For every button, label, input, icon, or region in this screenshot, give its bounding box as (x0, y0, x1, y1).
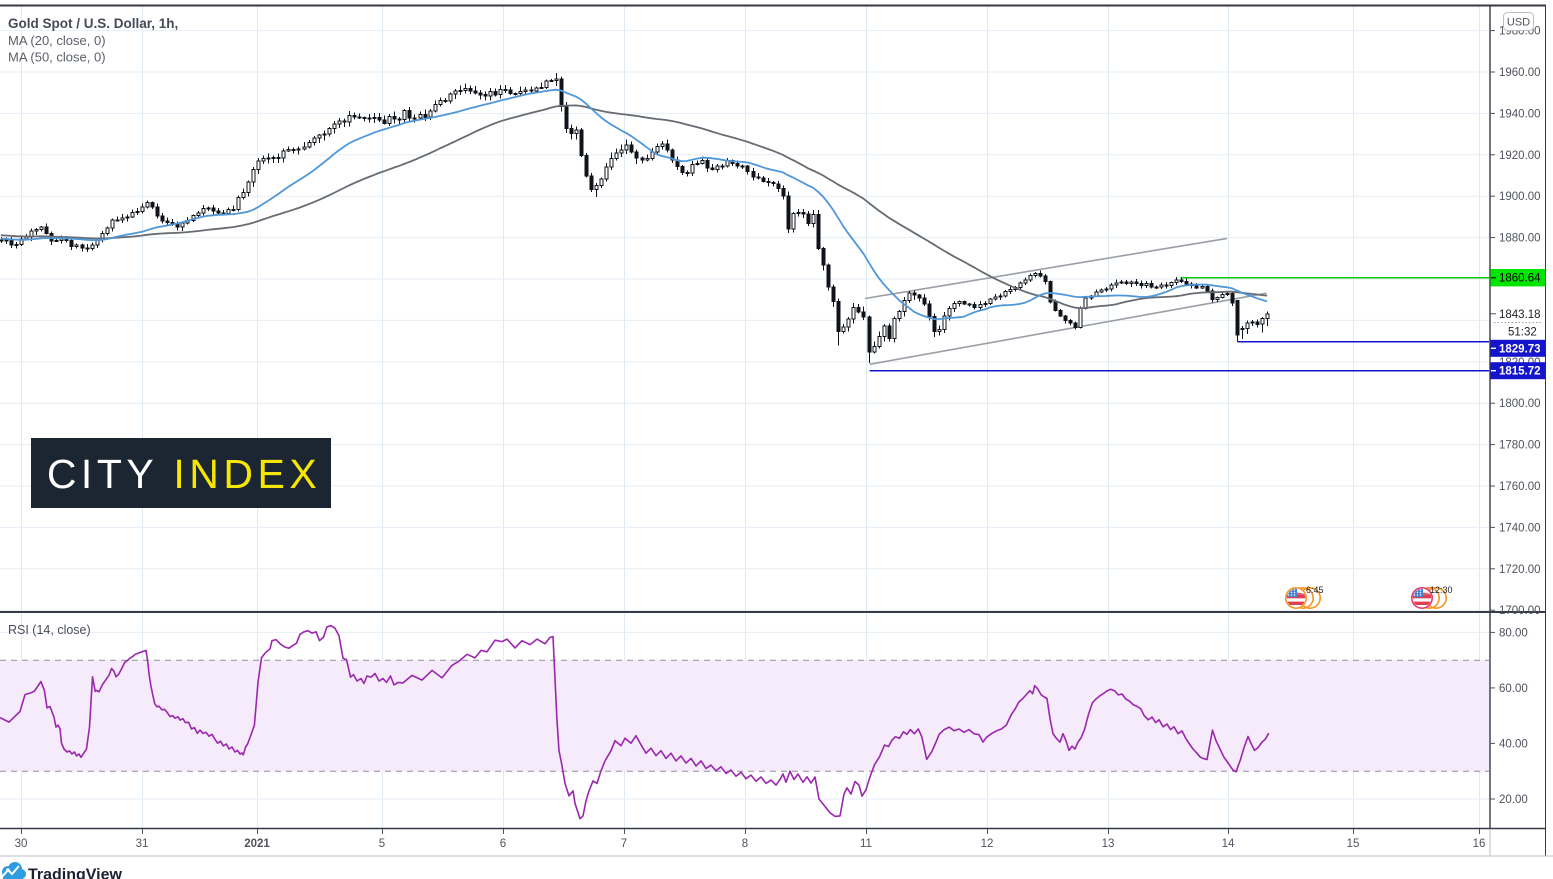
svg-text:TradingView: TradingView (28, 867, 123, 879)
svg-text:31: 31 (136, 838, 149, 850)
svg-text:1920.00: 1920.00 (1499, 150, 1541, 162)
svg-text:1880.00: 1880.00 (1499, 233, 1541, 245)
svg-text:12: 12 (981, 838, 994, 850)
svg-text:6:45: 6:45 (1306, 585, 1324, 595)
svg-text:6: 6 (500, 838, 506, 850)
svg-text:16: 16 (1473, 838, 1486, 850)
svg-text:11: 11 (860, 838, 872, 850)
svg-text:80.00: 80.00 (1499, 627, 1528, 639)
svg-text:1940.00: 1940.00 (1499, 108, 1541, 120)
svg-text:20.00: 20.00 (1499, 794, 1528, 806)
svg-text:51:32: 51:32 (1508, 327, 1537, 339)
svg-text:1860.64: 1860.64 (1499, 273, 1541, 285)
svg-text:5: 5 (379, 838, 385, 850)
svg-text:40.00: 40.00 (1499, 738, 1528, 750)
svg-text:2021: 2021 (244, 838, 270, 850)
svg-text:1960.00: 1960.00 (1499, 67, 1541, 79)
svg-text:Gold Spot / U.S. Dollar, 1h,: Gold Spot / U.S. Dollar, 1h, (8, 16, 178, 31)
svg-text:1780.00: 1780.00 (1499, 440, 1541, 452)
svg-text:CITY INDEX: CITY INDEX (47, 451, 321, 497)
svg-text:1740.00: 1740.00 (1499, 522, 1541, 534)
svg-text:13: 13 (1102, 838, 1115, 850)
svg-text:1800.00: 1800.00 (1499, 398, 1541, 410)
svg-text:12:30: 12:30 (1430, 585, 1453, 595)
svg-text:1843.18: 1843.18 (1499, 309, 1541, 321)
svg-text:MA (20, close, 0): MA (20, close, 0) (8, 33, 106, 48)
svg-text:USD: USD (1507, 17, 1530, 29)
svg-text:MA (50, close, 0): MA (50, close, 0) (8, 50, 106, 65)
svg-text:1760.00: 1760.00 (1499, 481, 1541, 493)
svg-text:15: 15 (1347, 838, 1360, 850)
svg-text:1720.00: 1720.00 (1499, 564, 1541, 576)
svg-text:8: 8 (742, 838, 748, 850)
svg-text:RSI (14, close): RSI (14, close) (8, 623, 91, 637)
svg-text:60.00: 60.00 (1499, 683, 1528, 695)
svg-text:1700.00: 1700.00 (1499, 605, 1541, 617)
svg-text:7: 7 (621, 838, 627, 850)
svg-text:30: 30 (15, 838, 28, 850)
svg-text:1829.73: 1829.73 (1499, 343, 1541, 355)
svg-text:1900.00: 1900.00 (1499, 191, 1541, 203)
svg-text:1815.72: 1815.72 (1499, 366, 1541, 378)
svg-text:14: 14 (1222, 838, 1235, 850)
